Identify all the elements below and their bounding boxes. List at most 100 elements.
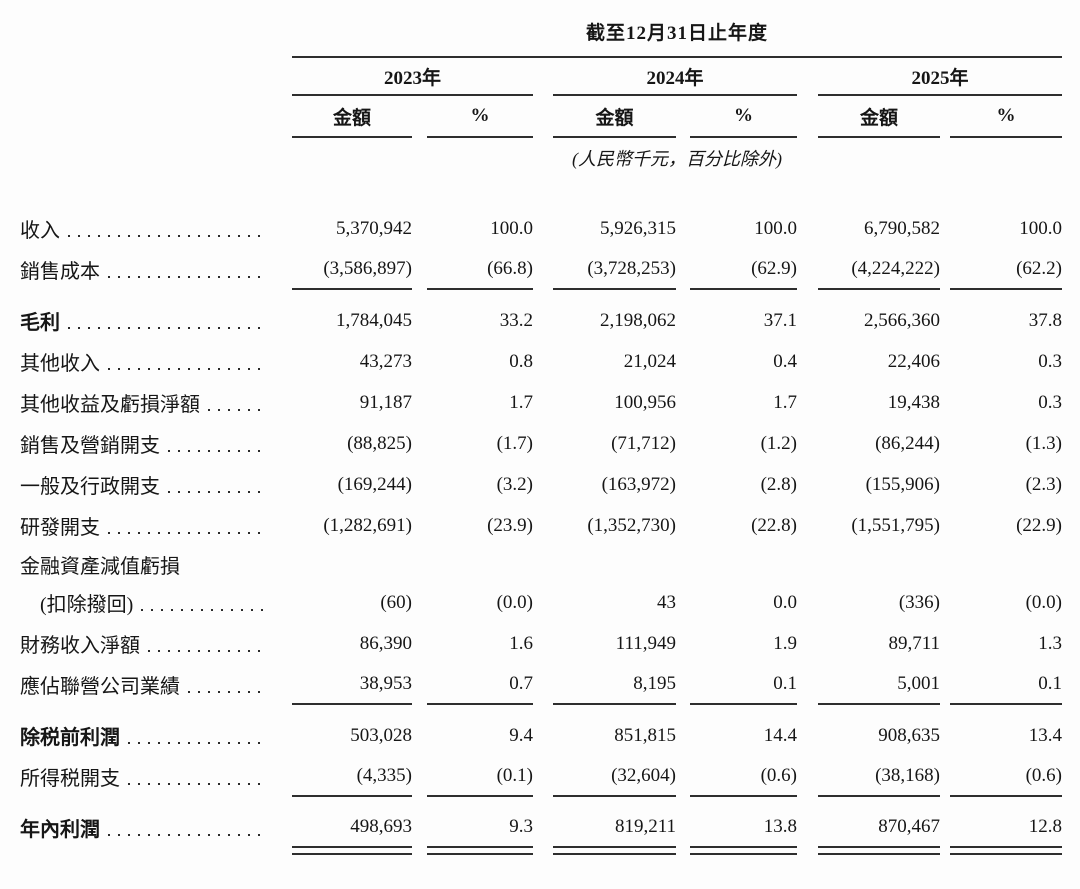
dot-leader xyxy=(108,833,268,836)
percent-cell: 33.2 xyxy=(499,309,533,331)
percent-cell: (1.2) xyxy=(760,432,797,454)
percent-cell: 12.8 xyxy=(950,807,1062,855)
table-row: 金融資產減值虧損 xyxy=(20,546,1080,582)
percent-cell: 1.7 xyxy=(509,391,533,413)
table-row: 毛利 1,784,045 33.2 2,198,062 37.1 2,566,360 37.… xyxy=(20,300,1080,341)
amount-cell: 19,438 xyxy=(887,391,940,413)
amount-cell: (169,244) xyxy=(337,473,412,495)
percent-cell: (23.9) xyxy=(487,514,533,536)
row-label: 除税前利潤 xyxy=(20,727,120,749)
table-row: 應佔聯營公司業績 38,953 0.7 8,195 0.1 5,001 0.1 xyxy=(20,664,1080,705)
percent-cell: 0.8 xyxy=(509,350,533,372)
table-row: 其他收入 43,273 0.8 21,024 0.4 22,406 0.3 xyxy=(20,341,1080,382)
dot-leader xyxy=(128,782,268,785)
dot-leader xyxy=(108,367,268,370)
amount-cell: 1,784,045 xyxy=(336,309,412,331)
amount-cell: 5,001 xyxy=(818,664,940,705)
percent-cell: 13.8 xyxy=(690,807,797,855)
dot-leader xyxy=(141,608,268,611)
table-row: 年內利潤 498,693 9.3 819,211 13.8 870,467 12.8 xyxy=(20,807,1080,855)
amount-cell: 908,635 xyxy=(878,724,940,746)
table-row: (扣除撥回) (60) (0.0) 43 0.0 (336) (0.0) xyxy=(20,582,1080,623)
percent-cell: 9.4 xyxy=(509,724,533,746)
percent-cell: 0.7 xyxy=(427,664,533,705)
amount-cell: 819,211 xyxy=(553,807,676,855)
row-label-cell: (扣除撥回) xyxy=(20,582,270,623)
table-row: 其他收益及虧損淨額 91,187 1.7 100,956 1.7 19,438 0.3 xyxy=(20,382,1080,423)
row-label: (扣除撥回) xyxy=(40,594,134,616)
row-label-cell: 毛利 xyxy=(20,300,270,341)
amount-cell: 100,956 xyxy=(614,391,676,413)
percent-cell: (62.9) xyxy=(690,249,797,290)
percent-cell: 0.1 xyxy=(690,664,797,705)
percent-cell: 1.6 xyxy=(509,632,533,654)
row-label-cell: 一般及行政開支 xyxy=(20,464,270,505)
percent-cell: 0.1 xyxy=(950,664,1062,705)
row-label: 金融資產減值虧損 xyxy=(20,555,180,578)
amount-cell: 43,273 xyxy=(359,350,412,372)
percent-column-header: % xyxy=(690,96,797,138)
amount-cell: 5,370,942 xyxy=(336,217,412,239)
amount-cell: (1,282,691) xyxy=(323,514,412,536)
row-label: 其他收入 xyxy=(20,353,100,375)
dot-leader xyxy=(168,449,268,452)
amount-cell: (3,728,253) xyxy=(553,249,676,290)
amount-column-header: 金額 xyxy=(818,96,940,138)
dot-leader xyxy=(148,649,268,652)
percent-cell: 14.4 xyxy=(763,724,797,746)
percent-cell: 13.4 xyxy=(1028,724,1062,746)
table-row: 所得税開支 (4,335) (0.1) (32,604) (0.6) (38,168) (0… xyxy=(20,756,1080,797)
period-title: 截至12月31日止年度 xyxy=(292,14,1062,58)
percent-cell: (22.9) xyxy=(1016,514,1062,536)
amount-cell: 111,949 xyxy=(615,632,676,654)
percent-cell: 0.3 xyxy=(1038,391,1062,413)
percent-cell: 1.7 xyxy=(773,391,797,413)
amount-cell: 8,195 xyxy=(553,664,676,705)
row-label-cell: 銷售成本 xyxy=(20,249,270,290)
percent-cell: (0.0) xyxy=(1025,591,1062,613)
row-label: 財務收入淨額 xyxy=(20,635,140,657)
percent-cell: 0.3 xyxy=(1038,350,1062,372)
dot-leader xyxy=(68,234,268,237)
amount-cell: 6,790,582 xyxy=(864,217,940,239)
amount-cell: 43 xyxy=(657,591,676,613)
percent-column-header: % xyxy=(950,96,1062,138)
row-label-cell: 銷售及營銷開支 xyxy=(20,423,270,464)
percent-column-header: % xyxy=(427,96,533,138)
percent-cell: 0.0 xyxy=(773,591,797,613)
amount-cell: 5,926,315 xyxy=(600,217,676,239)
row-label: 一般及行政開支 xyxy=(20,476,160,498)
percent-cell: (2.8) xyxy=(760,473,797,495)
percent-cell: 37.8 xyxy=(1028,309,1062,331)
row-label: 收入 xyxy=(20,220,60,242)
row-label: 其他收益及虧損淨額 xyxy=(20,394,200,416)
table-row: 銷售及營銷開支 (88,825) (1.7) (71,712) (1.2) (86,244… xyxy=(20,423,1080,464)
percent-cell: 0.4 xyxy=(773,350,797,372)
table-header: 截至12月31日止年度 xyxy=(20,14,1080,58)
amount-cell: (1,551,795) xyxy=(851,514,940,536)
amount-cell: (155,906) xyxy=(865,473,940,495)
amount-cell: (3,586,897) xyxy=(292,249,412,290)
dot-leader xyxy=(108,531,268,534)
amount-cell: 503,028 xyxy=(350,724,412,746)
amount-cell: (4,335) xyxy=(292,756,412,797)
percent-cell: 100.0 xyxy=(1019,217,1062,239)
year-header-2023: 2023年 xyxy=(292,58,533,96)
dot-leader xyxy=(108,275,268,278)
percent-cell: (62.2) xyxy=(950,249,1062,290)
row-label-cell: 金融資產減值虧損 xyxy=(20,546,270,582)
amount-cell: 851,815 xyxy=(614,724,676,746)
amount-cell: (32,604) xyxy=(553,756,676,797)
amount-cell: 86,390 xyxy=(359,632,412,654)
amount-cell: 22,406 xyxy=(887,350,940,372)
dot-leader xyxy=(168,490,268,493)
row-label: 年內利潤 xyxy=(20,819,100,841)
percent-cell: (1.7) xyxy=(496,432,533,454)
percent-cell: (0.0) xyxy=(496,591,533,613)
amount-cell: (71,712) xyxy=(611,432,676,454)
amount-cell: (336) xyxy=(898,591,940,613)
currency-unit-note: (人民幣千元，百分比除外) xyxy=(572,149,782,169)
column-header-row: 金額 % 金額 % 金額 % xyxy=(20,96,1080,138)
row-label-cell: 年內利潤 xyxy=(20,807,270,848)
percent-cell: 100.0 xyxy=(490,217,533,239)
